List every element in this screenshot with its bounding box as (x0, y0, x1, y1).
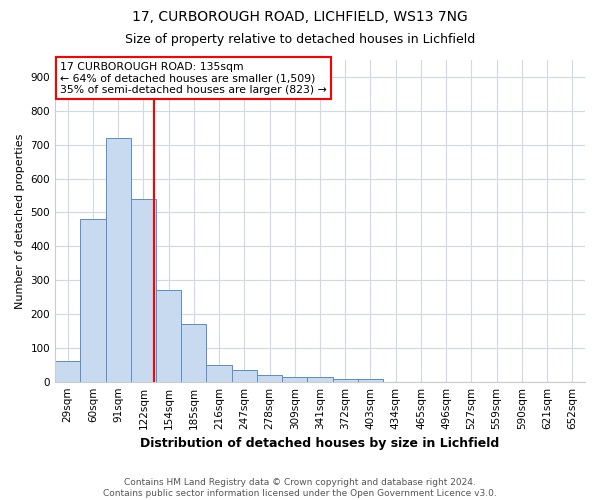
Text: 17 CURBOROUGH ROAD: 135sqm
← 64% of detached houses are smaller (1,509)
35% of s: 17 CURBOROUGH ROAD: 135sqm ← 64% of deta… (61, 62, 327, 95)
Bar (55, 362, 80, 382)
Bar (80, 219, 106, 382)
Bar (307, 378, 332, 382)
Bar (181, 324, 206, 382)
Text: Contains HM Land Registry data © Crown copyright and database right 2024.
Contai: Contains HM Land Registry data © Crown c… (103, 478, 497, 498)
Bar (282, 376, 307, 382)
X-axis label: Distribution of detached houses by size in Lichfield: Distribution of detached houses by size … (140, 437, 500, 450)
Text: Size of property relative to detached houses in Lichfield: Size of property relative to detached ho… (125, 32, 475, 46)
Bar (106, 138, 131, 382)
Bar (131, 199, 156, 382)
Y-axis label: Number of detached properties: Number of detached properties (15, 133, 25, 308)
Bar (232, 370, 257, 382)
Bar (358, 379, 383, 382)
Bar (332, 379, 358, 382)
Bar (156, 290, 181, 382)
Bar (206, 366, 232, 382)
Bar (257, 375, 282, 382)
Text: 17, CURBOROUGH ROAD, LICHFIELD, WS13 7NG: 17, CURBOROUGH ROAD, LICHFIELD, WS13 7NG (132, 10, 468, 24)
